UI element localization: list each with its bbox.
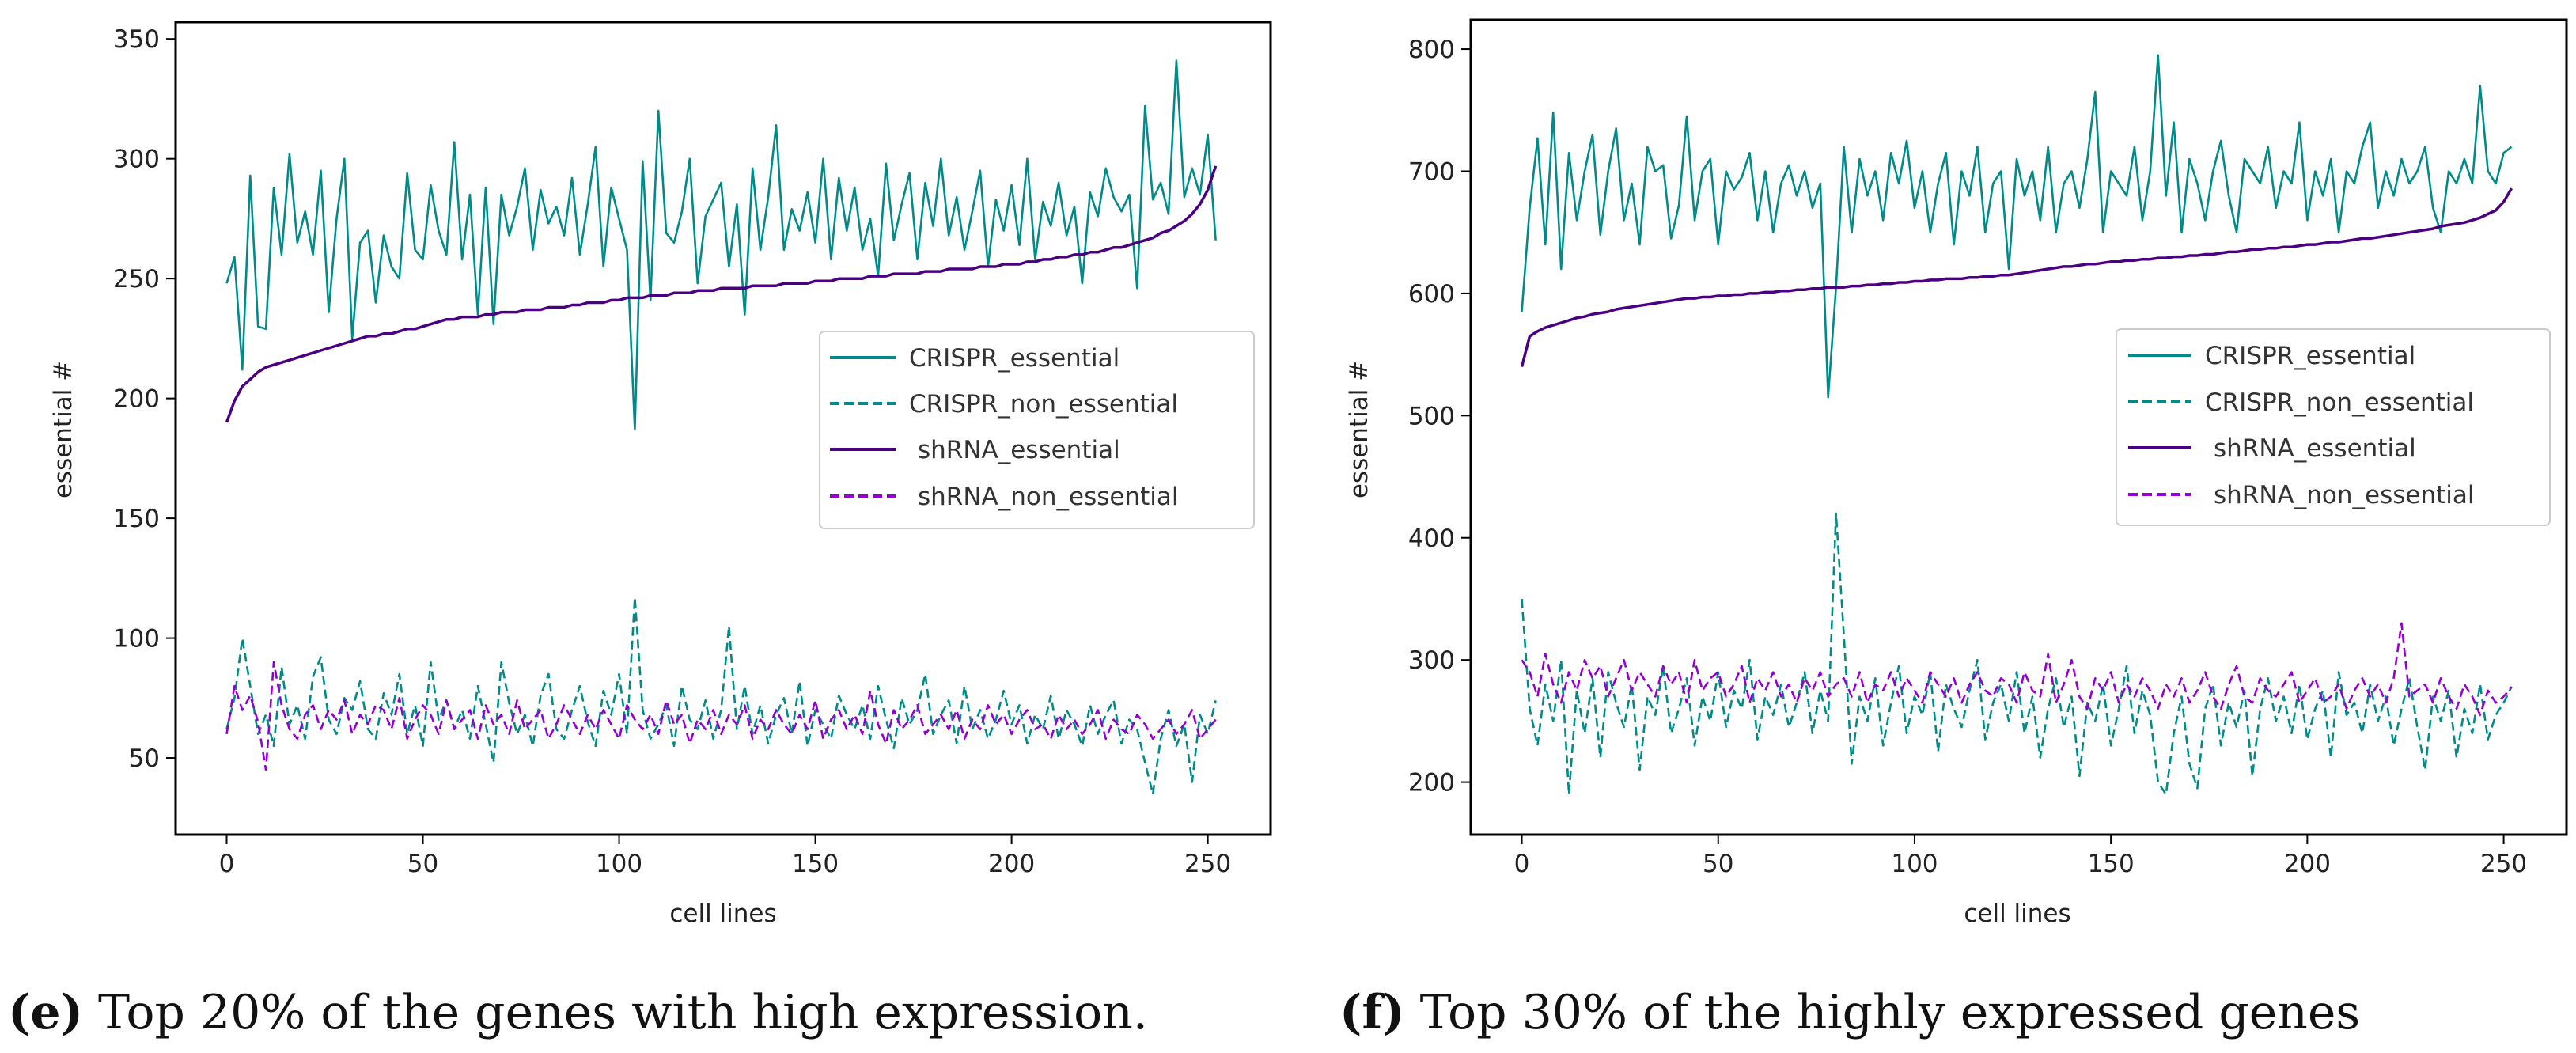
y-tick-label: 250 <box>113 265 160 294</box>
y-tick-label: 700 <box>1408 157 1455 186</box>
x-axis-label: cell lines <box>1964 900 2070 928</box>
x-tick-label: 200 <box>2284 850 2331 878</box>
chart-f: 0 50 100 150 200 250 200 300 400 500 600 700 800 cel… <box>1339 18 2568 1040</box>
y-tick-label: 400 <box>1408 525 1455 553</box>
legend-label-crispr-non-essential: CRISPR_non_essential <box>909 390 1178 419</box>
series-line-shrna-non-essential <box>1521 622 2513 716</box>
legend-label-shrna-essential: shRNA_essential <box>2214 434 2416 463</box>
legend: CRISPR_essential CRISPR_non_essential sh… <box>819 331 1255 529</box>
series-line-shrna-essential <box>1520 187 2513 368</box>
y-axis-label: essential # <box>49 361 78 498</box>
chart-e: 0 50 100 150 200 250 50 100 150 200 250 300 350 cell… <box>8 21 1272 1040</box>
x-tick-label: 100 <box>596 850 642 878</box>
y-tick-label: 500 <box>1408 402 1455 430</box>
legend-label-shrna-non-essential: shRNA_non_essential <box>918 483 1178 511</box>
caption-text: Top 30% of the highly expressed genes <box>1405 985 2361 1040</box>
x-tick-label: 250 <box>2480 850 2527 878</box>
y-tick-label: 600 <box>1408 280 1455 309</box>
y-tick-label: 200 <box>1408 769 1455 797</box>
x-tick-label: 0 <box>219 850 235 878</box>
series-line-crispr-essential <box>1521 54 2513 399</box>
y-tick-label: 200 <box>113 385 160 414</box>
y-tick-label: 300 <box>113 146 160 174</box>
y-tick-label: 800 <box>1408 36 1455 64</box>
series-line-crispr-essential <box>225 59 1217 431</box>
y-axis-label: essential # <box>1345 361 1373 498</box>
caption-letter: (e) <box>8 985 83 1040</box>
series-line-crispr-non-essential <box>1521 512 2513 796</box>
legend-box <box>2116 328 2551 526</box>
y-tick-label: 300 <box>1408 646 1455 675</box>
legend: CRISPR_essential CRISPR_non_essential sh… <box>2116 328 2551 526</box>
x-tick-label: 50 <box>407 850 438 878</box>
y-tick-label: 350 <box>113 25 160 54</box>
x-tick-label: 100 <box>1891 850 1938 878</box>
legend-label-crispr-non-essential: CRISPR_non_essential <box>2205 388 2474 417</box>
y-tick-label: 150 <box>113 505 160 533</box>
x-axis-label: cell lines <box>669 900 776 928</box>
legend-label-crispr-essential: CRISPR_essential <box>909 344 1119 373</box>
legend-label-crispr-essential: CRISPR_essential <box>2205 342 2415 370</box>
x-tick-label: 150 <box>2088 850 2135 878</box>
x-tick-label: 150 <box>792 850 839 878</box>
series-group <box>1520 54 2513 796</box>
legend-label-shrna-non-essential: shRNA_non_essential <box>2214 481 2474 509</box>
y-tick-label: 50 <box>129 744 160 773</box>
x-tick-label: 200 <box>988 850 1035 878</box>
plot-frame <box>1469 18 2568 836</box>
plot-frame <box>174 21 1272 836</box>
y-tick-label: 100 <box>113 625 160 653</box>
caption: (f) Top 30% of the highly expressed gene… <box>1339 985 2360 1040</box>
series-line-shrna-essential <box>225 165 1218 423</box>
series-line-shrna-non-essential <box>225 661 1217 771</box>
series-group <box>225 59 1218 795</box>
caption-letter: (f) <box>1339 985 1405 1040</box>
caption-text: Top 20% of the genes with high expressio… <box>83 985 1148 1040</box>
legend-box <box>819 331 1255 529</box>
x-tick-label: 50 <box>1703 850 1733 878</box>
series-line-crispr-non-essential <box>225 596 1217 795</box>
x-tick-label: 250 <box>1184 850 1231 878</box>
legend-label-shrna-essential: shRNA_essential <box>918 436 1120 464</box>
caption: (e) Top 20% of the genes with high expre… <box>8 985 1148 1040</box>
x-tick-label: 0 <box>1514 850 1530 878</box>
